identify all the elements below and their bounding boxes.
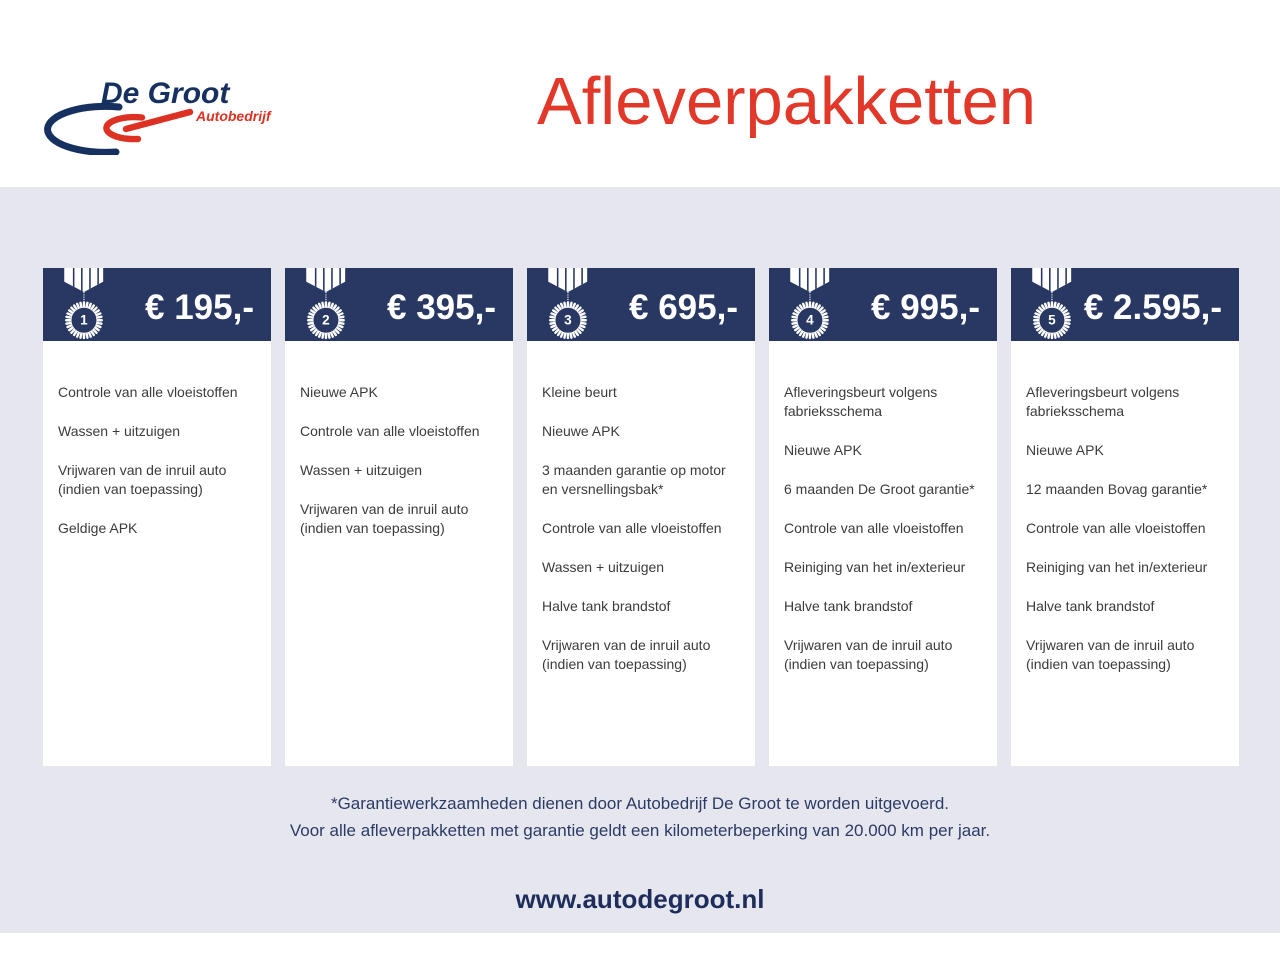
svg-text:2: 2: [322, 312, 330, 327]
svg-text:1: 1: [80, 312, 88, 327]
svg-text:Autobedrijf: Autobedrijf: [195, 108, 272, 124]
svg-text:3: 3: [564, 312, 572, 327]
svg-text:5: 5: [1048, 312, 1056, 327]
svg-text:De Groot: De Groot: [101, 77, 231, 110]
svg-text:4: 4: [806, 312, 814, 327]
